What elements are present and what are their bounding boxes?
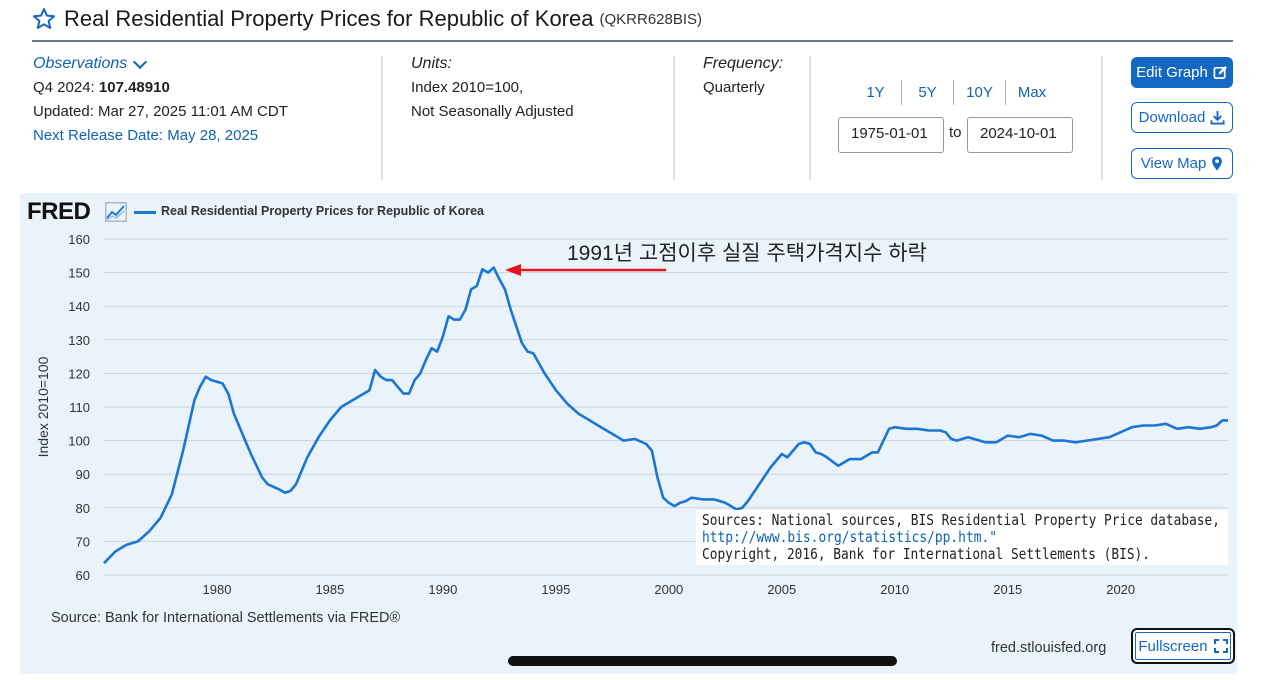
chart-note-link[interactable]: http://www.bis.org/statistics/pp.htm." [702,528,997,546]
fred-logo: FRED [27,198,91,225]
y-tick-label: 100 [68,434,90,449]
y-tick-label: 70 [76,534,90,549]
y-tick-label: 130 [68,333,90,348]
series-id: (QKRR628BIS) [599,10,703,28]
y-tick-label: 60 [76,568,90,583]
start-date-input[interactable]: 1975-01-01 [838,117,944,153]
y-tick-label: 90 [76,467,90,482]
edit-graph-button[interactable]: Edit Graph [1131,57,1233,88]
range-buttons: 1Y 5Y 10Y Max [850,80,1058,105]
home-indicator [508,656,897,666]
edit-graph-label: Edit Graph [1136,64,1208,81]
divider [381,56,383,180]
frequency-label: Frequency: [703,55,784,72]
divider [809,56,811,180]
x-tick-label: 1990 [428,582,457,597]
y-tick-label: 110 [69,400,90,415]
latest-observation: Q4 2024: 107.48910 [33,76,288,100]
y-axis-label: Index 2010=100 [35,356,51,457]
fred-url: fred.stlouisfed.org [991,640,1107,656]
download-label: Download [1138,109,1206,126]
range-1y-button[interactable]: 1Y [850,80,902,105]
star-icon[interactable] [32,7,56,31]
units-label: Units: [411,55,452,72]
y-tick-label: 120 [68,366,90,381]
legend-entry: Real Residential Property Prices for Rep… [161,204,485,218]
x-tick-label: 2020 [1106,582,1135,597]
y-tick-label: 140 [68,299,90,314]
chart-note-line-3: Copyright, 2016, Bank for International … [702,545,1150,563]
title-row: Real Residential Property Prices for Rep… [32,4,702,34]
observations-block: Observations Q4 2024: 107.48910 Updated:… [33,52,288,148]
download-button[interactable]: Download [1131,102,1233,133]
chart-logo-icon [105,202,127,222]
observations-dropdown[interactable]: Observations [33,52,148,76]
fullscreen-label: Fullscreen [1138,637,1208,655]
x-tick-label: 2015 [993,582,1022,597]
y-tick-label: 150 [68,266,90,281]
view-map-label: View Map [1140,155,1207,172]
date-range-to-label: to [949,124,962,141]
units-line-1: Index 2010=100, [411,79,524,96]
source-text: Source: Bank for International Settlemen… [51,610,401,626]
observations-label: Observations [33,55,128,72]
legend-swatch [134,211,156,214]
chart-notes-box [696,510,1228,565]
title-divider [32,40,1233,42]
x-tick-label: 2005 [767,582,796,597]
divider [1101,56,1103,180]
observation-period: Q4 2024: [33,79,95,96]
frequency-value: Quarterly [703,79,765,96]
divider [673,56,675,180]
x-tick-label: 1985 [315,582,344,597]
edit-icon [1213,66,1227,79]
frequency-block: Frequency: Quarterly [703,52,783,100]
range-max-button[interactable]: Max [1017,84,1047,101]
y-tick-label: 160 [68,232,90,247]
expand-icon [1213,639,1228,653]
range-10y-button[interactable]: 10Y [954,80,1006,105]
annotation-arrow [505,264,666,276]
y-tick-label: 80 [76,501,90,516]
units-block: Units: Index 2010=100, Not Seasonally Ad… [411,52,574,124]
x-tick-label: 1980 [203,582,232,597]
series-line [103,266,1228,565]
next-release-link[interactable]: Next Release Date: May 28, 2025 [33,127,259,144]
x-tick-label: 1995 [541,582,570,597]
download-icon [1210,110,1225,125]
map-pin-icon [1212,156,1223,171]
chart-note-line-1: Sources: National sources, BIS Residenti… [702,511,1220,529]
units-line-2: Not Seasonally Adjusted [411,103,574,120]
end-date-input[interactable]: 2024-10-01 [967,117,1073,153]
view-map-button[interactable]: View Map [1131,148,1233,179]
x-tick-label: 2000 [654,582,683,597]
annotation-text: 1991년 고점이후 실질 주택가격지수 하락 [567,242,927,265]
page-title: Real Residential Property Prices for Rep… [64,6,594,31]
observation-value: 107.48910 [98,79,170,96]
range-5y-button[interactable]: 5Y [902,80,954,105]
x-tick-label: 2010 [880,582,909,597]
fullscreen-button[interactable]: Fullscreen [1131,628,1235,664]
updated-date: Updated: Mar 27, 2025 11:01 AM CDT [33,103,288,120]
